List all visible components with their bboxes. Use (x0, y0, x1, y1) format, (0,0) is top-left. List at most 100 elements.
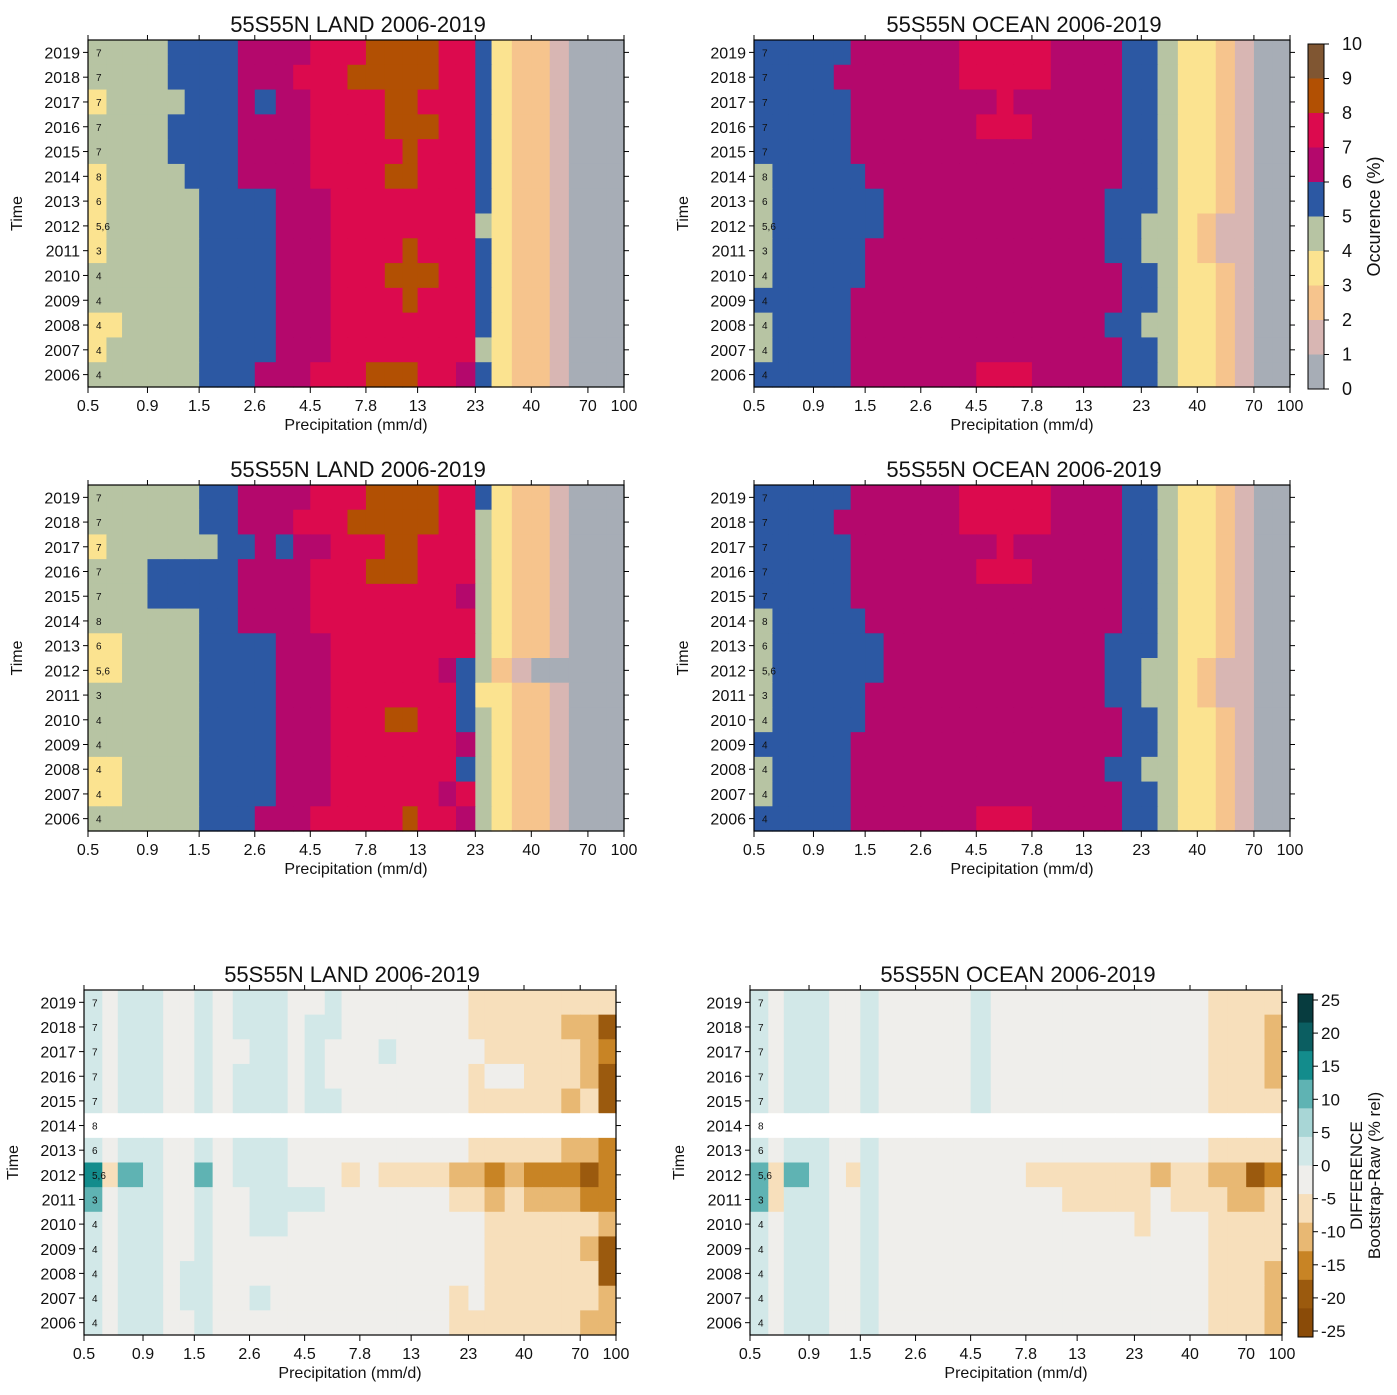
heatmap-cell (903, 89, 922, 115)
heatmap-cell (88, 559, 108, 585)
heatmap-cell (449, 1211, 470, 1238)
heatmap-cell (411, 1113, 433, 1139)
month-count-label: 4 (96, 741, 102, 752)
heatmap-cell (1189, 1113, 1209, 1139)
heatmap-cell (254, 263, 277, 289)
heatmap-cell (217, 534, 239, 560)
heatmap-cell (883, 238, 905, 264)
heatmap-cell (1013, 114, 1033, 140)
heatmap-cell (606, 559, 625, 585)
heatmap-cell (1062, 990, 1078, 1016)
heatmap-cell (1013, 509, 1033, 536)
heatmap-cell (860, 1063, 880, 1090)
heatmap-cell (1227, 1014, 1247, 1040)
heatmap-cell (1150, 1039, 1172, 1065)
heatmap-cell (568, 806, 589, 832)
colorbar-tick-label: 15 (1321, 1057, 1340, 1076)
heatmap-cell (491, 633, 513, 659)
heatmap-cell (504, 1063, 525, 1090)
heatmap-cell (1068, 40, 1085, 66)
heatmap-cell (449, 1137, 470, 1164)
heatmap-cell (850, 534, 866, 560)
heatmap-cell (531, 213, 551, 239)
heatmap-cell (1134, 1137, 1152, 1164)
heatmap-cell (990, 1088, 1009, 1114)
heatmap-cell (1068, 707, 1085, 733)
colorbar-swatch (1308, 354, 1324, 390)
heatmap-cell (523, 1285, 543, 1311)
heatmap-cell (990, 1063, 1009, 1090)
heatmap-cell (117, 1137, 144, 1164)
heatmap-cell (561, 1014, 581, 1040)
heatmap-cell (996, 64, 1015, 91)
heatmap-cell (293, 337, 311, 363)
month-count-label: 8 (96, 172, 102, 183)
heatmap-cell (1272, 89, 1291, 115)
heatmap-cell (953, 1137, 972, 1164)
heatmap-cell (1227, 1063, 1247, 1090)
heatmap-cell (249, 1162, 271, 1188)
heatmap-cell (587, 658, 607, 684)
heatmap-cell (1170, 1310, 1191, 1336)
x-tick-label: 100 (611, 398, 638, 415)
heatmap-cell (788, 583, 815, 610)
x-axis-label: Precipitation (mm/d) (950, 861, 1093, 878)
heatmap-cell (809, 1236, 830, 1262)
heatmap-cell (953, 990, 972, 1016)
heatmap-cell (788, 114, 815, 140)
heatmap-cell (431, 1014, 450, 1040)
heatmap-cell (194, 1162, 214, 1188)
heatmap-cell (1234, 163, 1255, 190)
heatmap-cell (88, 312, 108, 339)
heatmap-cell (772, 559, 789, 585)
heatmap-cell (754, 707, 774, 733)
heatmap-cell (1272, 139, 1291, 165)
heatmap-cell (915, 1014, 937, 1040)
month-count-label: 8 (762, 617, 768, 628)
heatmap-cell (1272, 608, 1291, 634)
heatmap-cell (1068, 633, 1085, 659)
heatmap-cell (1208, 1187, 1228, 1213)
heatmap-cell (254, 362, 277, 388)
heatmap-cell (920, 633, 943, 659)
heatmap-cell (878, 1162, 900, 1188)
heatmap-cell (438, 64, 457, 91)
x-tick-label: 1.5 (188, 842, 210, 859)
heatmap-cell (1050, 756, 1070, 783)
heatmap-cell (587, 114, 607, 140)
heatmap-cell (1007, 1285, 1027, 1311)
heatmap-cell (455, 658, 476, 684)
heatmap-cell (1170, 1162, 1191, 1188)
heatmap-cell (143, 1014, 164, 1040)
heatmap-cell (310, 188, 332, 215)
x-tick-label: 0.9 (798, 1346, 820, 1363)
y-tick-label: 2006 (44, 812, 80, 829)
heatmap-cell (754, 188, 774, 215)
heatmap-cell (587, 781, 607, 807)
month-count-label: 4 (96, 346, 102, 357)
month-count-label: 4 (758, 1220, 764, 1231)
heatmap-cell (1272, 633, 1291, 659)
month-count-label: 6 (96, 642, 102, 653)
heatmap-cell (106, 89, 123, 115)
heatmap-cell (117, 1285, 144, 1311)
heatmap-cell (324, 1187, 343, 1213)
heatmap-cell (275, 608, 294, 634)
heatmap-cell (88, 583, 108, 610)
heatmap-cell (88, 163, 108, 190)
heatmap-cell (167, 756, 186, 783)
heatmap-cell (1197, 362, 1217, 388)
heatmap-cell (1234, 188, 1255, 215)
heatmap-cell (1044, 1211, 1063, 1238)
heatmap-cell (1215, 114, 1236, 140)
heatmap-cell (122, 40, 149, 66)
heatmap-cell (580, 1039, 600, 1065)
heatmap-cell (1025, 1310, 1046, 1336)
heatmap-cell (232, 990, 251, 1016)
heatmap-cell (845, 1261, 861, 1287)
heatmap-cell (865, 583, 885, 610)
colorbar-swatch (1308, 78, 1324, 114)
heatmap-cell (511, 707, 532, 733)
heatmap-cell (511, 64, 532, 91)
